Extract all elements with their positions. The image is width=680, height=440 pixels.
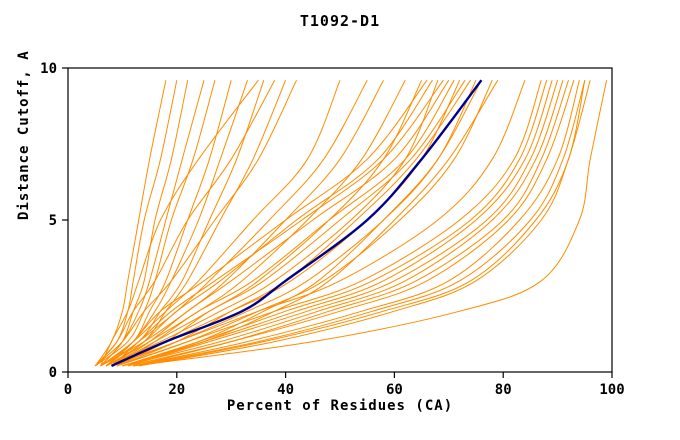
model-curve-14 bbox=[105, 79, 368, 367]
y-tick-label: 5 bbox=[49, 213, 57, 229]
model-curve-40 bbox=[122, 80, 548, 367]
model-curve-11 bbox=[100, 79, 259, 367]
model-curve-41 bbox=[133, 80, 569, 367]
model-curve-01 bbox=[94, 80, 167, 367]
model-curve-27 bbox=[122, 79, 482, 367]
model-curve-23 bbox=[105, 79, 428, 367]
model-curve-16 bbox=[105, 79, 406, 367]
model-curve-30 bbox=[111, 79, 444, 367]
model-curve-18 bbox=[105, 80, 439, 367]
model-curve-12 bbox=[94, 79, 297, 367]
model-curve-10 bbox=[94, 79, 276, 367]
x-tick-label: 0 bbox=[64, 382, 72, 398]
model-curve-43 bbox=[133, 80, 608, 367]
x-tick-label: 40 bbox=[277, 382, 294, 398]
model-curve-22 bbox=[111, 79, 450, 367]
x-tick-label: 80 bbox=[495, 382, 512, 398]
x-tick-label: 60 bbox=[386, 382, 403, 398]
model-curve-34 bbox=[122, 80, 564, 367]
selected-model-curve bbox=[111, 79, 483, 367]
x-tick-label: 20 bbox=[168, 382, 185, 398]
model-curve-31 bbox=[111, 80, 526, 367]
model-curve-25 bbox=[111, 79, 433, 367]
chart-title: T1092-D1 bbox=[299, 12, 381, 30]
model-curve-32 bbox=[116, 80, 542, 367]
x-axis-label: Percent of Residues (CA) bbox=[226, 398, 454, 414]
y-tick-label: 0 bbox=[49, 365, 57, 381]
model-curve-38 bbox=[133, 80, 586, 367]
model-curve-33 bbox=[122, 80, 553, 367]
model-curve-42 bbox=[138, 80, 586, 367]
model-curve-28 bbox=[116, 79, 455, 367]
y-tick-label: 10 bbox=[40, 61, 57, 77]
x-tick-label: 100 bbox=[599, 382, 624, 398]
model-curve-05 bbox=[94, 80, 216, 367]
model-curve-36 bbox=[133, 80, 580, 367]
model-curve-37 bbox=[127, 80, 559, 367]
